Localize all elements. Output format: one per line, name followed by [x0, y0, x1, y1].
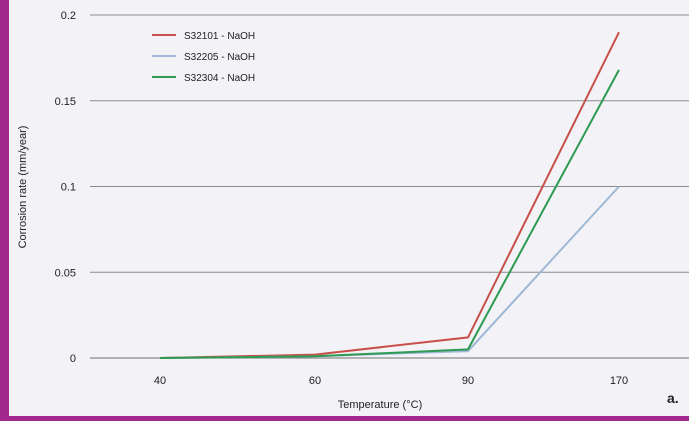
legend-label: S32304 - NaOH [184, 73, 255, 84]
x-tick-label: 60 [309, 375, 321, 387]
legend-label: S32101 - NaOH [184, 31, 255, 42]
series-line-3 [159, 69, 620, 359]
x-tick-label: 90 [462, 375, 474, 387]
x-tick-labels: 40 60 90 170 [154, 375, 628, 387]
y-tick-label: 0 [70, 353, 76, 365]
legend-label: S32205 - NaOH [184, 52, 255, 63]
y-tick-label: 0.05 [55, 267, 76, 279]
panel-annotation: a. [667, 390, 679, 406]
y-tick-label: 0.15 [55, 96, 76, 108]
y-tick-label: 0.1 [61, 182, 76, 194]
frame-border-bottom [0, 416, 689, 421]
frame-border-left [0, 0, 9, 421]
x-axis-label: Temperature (°C) [338, 399, 422, 411]
x-tick-label: 40 [154, 375, 166, 387]
x-tick-label: 170 [610, 375, 628, 387]
y-tick-labels: 0 0.05 0.1 0.15 0.2 [55, 10, 76, 365]
legend: S32101 - NaOH S32205 - NaOH S32304 - NaOH [152, 31, 255, 84]
y-axis-label: Corrosion rate (mm/year) [17, 126, 29, 249]
grid-lines [90, 14, 689, 359]
y-tick-label: 0.2 [61, 10, 76, 22]
series-lines [159, 31, 620, 359]
